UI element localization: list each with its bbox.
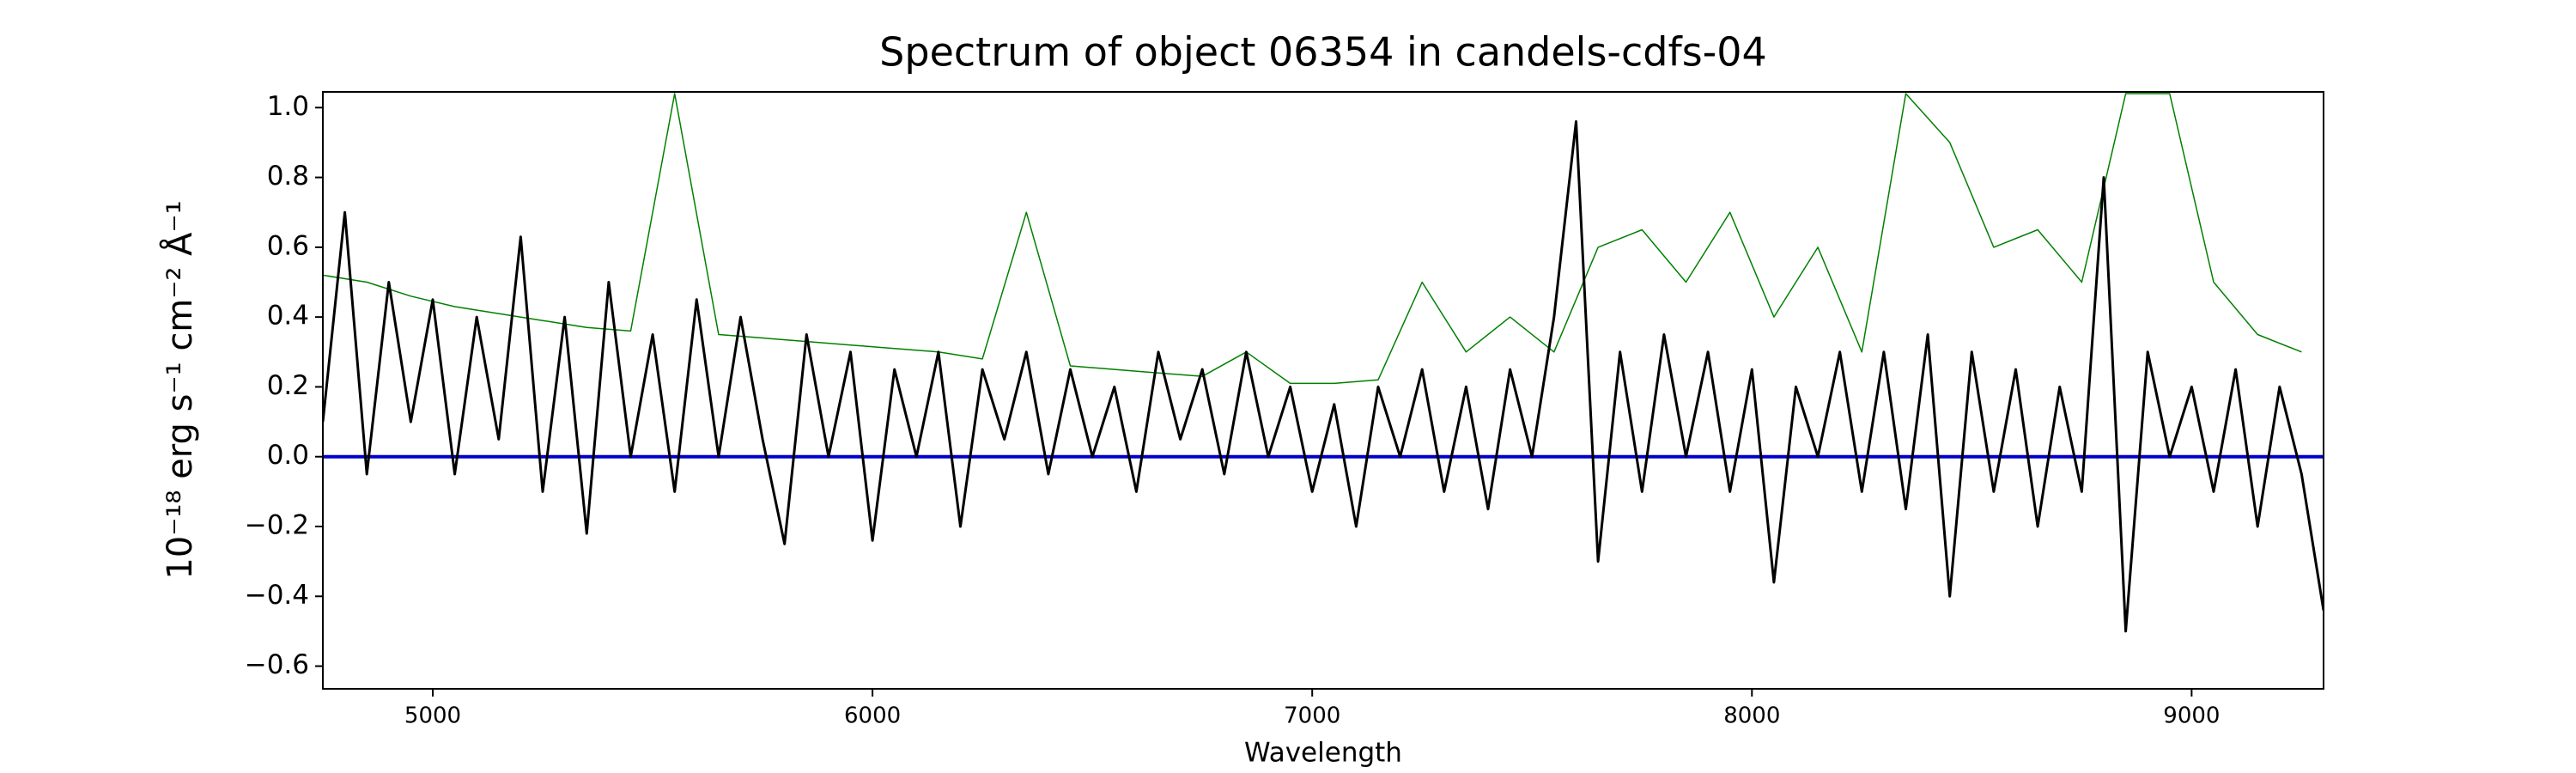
chart-title: Spectrum of object 06354 in candels-cdfs…	[879, 29, 1767, 76]
x-tick-label: 7000	[1284, 703, 1340, 729]
x-tick-label: 9000	[2163, 703, 2220, 729]
x-tick-label: 6000	[844, 703, 901, 729]
y-tick-label: 0.8	[267, 161, 309, 192]
y-tick-label: 0.6	[267, 230, 309, 261]
axes-frame	[322, 91, 2324, 690]
y-axis-label: 10⁻¹⁸ erg s⁻¹ cm⁻² Å⁻¹	[159, 200, 200, 579]
y-tick-label: 1.0	[267, 91, 309, 122]
plot-area	[323, 93, 2324, 633]
y-tick-label: 0.2	[267, 370, 309, 401]
y-tick-label: −0.4	[245, 580, 309, 611]
y-tick-label: 0.0	[267, 440, 309, 471]
spectrum-line	[323, 93, 2302, 385]
spectrum-line	[323, 120, 2324, 633]
y-tick-label: −0.2	[245, 510, 309, 541]
y-tick-label: 0.4	[267, 301, 309, 332]
x-tick-label: 5000	[404, 703, 461, 729]
y-tick-label: −0.6	[245, 649, 309, 680]
x-tick-label: 8000	[1723, 703, 1780, 729]
x-axis-label: Wavelength	[1244, 738, 1402, 769]
